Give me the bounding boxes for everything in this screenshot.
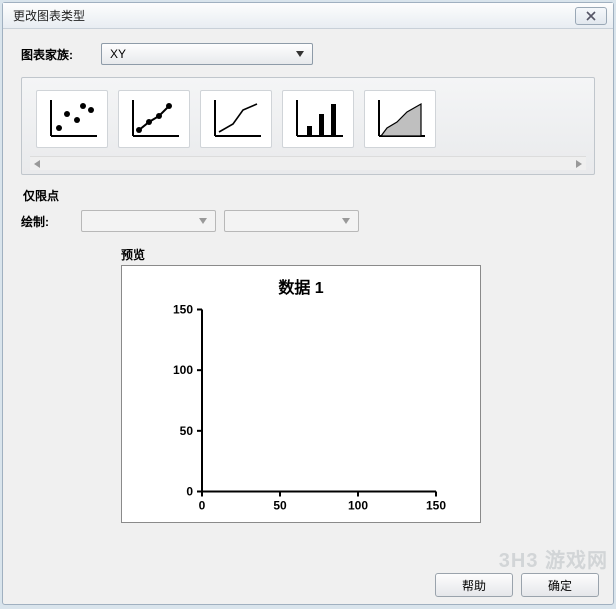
line-points-icon bbox=[125, 96, 183, 142]
chart-type-line-points[interactable] bbox=[118, 90, 190, 148]
ok-button[interactable]: 确定 bbox=[521, 573, 599, 597]
chart-type-gallery bbox=[21, 77, 595, 175]
svg-text:100: 100 bbox=[173, 363, 193, 377]
scatter-icon bbox=[43, 96, 101, 142]
dialog-content: 图表家族: XY bbox=[3, 29, 613, 566]
gallery-scrollbar[interactable] bbox=[30, 156, 586, 170]
svg-text:150: 150 bbox=[173, 303, 193, 317]
plot-row: 绘制: bbox=[21, 210, 595, 232]
svg-text:100: 100 bbox=[348, 499, 368, 513]
area-icon bbox=[371, 96, 429, 142]
preview-chart: 0 50 100 150 0 50 100 150 bbox=[136, 300, 466, 523]
chart-type-line[interactable] bbox=[200, 90, 272, 148]
plot-dropdown-1[interactable] bbox=[81, 210, 216, 232]
dialog-footer: 帮助 确定 bbox=[3, 566, 613, 604]
chevron-down-icon bbox=[195, 213, 211, 229]
close-icon bbox=[586, 11, 596, 21]
help-button[interactable]: 帮助 bbox=[435, 573, 513, 597]
chart-type-area[interactable] bbox=[364, 90, 436, 148]
chevron-down-icon bbox=[292, 46, 308, 62]
window-title: 更改图表类型 bbox=[13, 7, 575, 24]
chart-type-list bbox=[30, 88, 586, 156]
line-icon bbox=[207, 96, 265, 142]
points-only-label: 仅限点 bbox=[23, 187, 595, 204]
titlebar: 更改图表类型 bbox=[3, 3, 613, 29]
preview-chart-svg: 0 50 100 150 0 50 100 150 bbox=[136, 300, 466, 523]
bar-icon bbox=[289, 96, 347, 142]
dialog-window: 更改图表类型 图表家族: XY bbox=[2, 2, 614, 605]
help-button-label: 帮助 bbox=[462, 577, 486, 594]
scroll-left-icon bbox=[30, 158, 44, 170]
scroll-right-icon bbox=[572, 158, 586, 170]
close-button[interactable] bbox=[575, 7, 607, 25]
preview-chart-title: 数据 1 bbox=[136, 274, 466, 298]
svg-text:0: 0 bbox=[186, 485, 193, 499]
plot-dropdown-2[interactable] bbox=[224, 210, 359, 232]
preview-label: 预览 bbox=[121, 246, 595, 263]
preview-box: 数据 1 0 50 100 150 0 50 100 150 bbox=[121, 265, 481, 523]
chart-family-row: 图表家族: XY bbox=[21, 43, 595, 65]
chart-type-scatter[interactable] bbox=[36, 90, 108, 148]
chevron-down-icon bbox=[338, 213, 354, 229]
svg-text:150: 150 bbox=[426, 499, 446, 513]
svg-text:50: 50 bbox=[273, 499, 287, 513]
svg-text:0: 0 bbox=[199, 499, 206, 513]
plot-label: 绘制: bbox=[21, 213, 81, 230]
svg-text:50: 50 bbox=[180, 424, 194, 438]
chart-family-dropdown[interactable]: XY bbox=[101, 43, 313, 65]
ok-button-label: 确定 bbox=[548, 577, 572, 594]
preview-section: 预览 数据 1 0 50 100 150 0 50 100 150 bbox=[121, 246, 595, 523]
chart-family-label: 图表家族: bbox=[21, 46, 101, 63]
chart-family-value: XY bbox=[110, 47, 292, 61]
chart-type-bar[interactable] bbox=[282, 90, 354, 148]
